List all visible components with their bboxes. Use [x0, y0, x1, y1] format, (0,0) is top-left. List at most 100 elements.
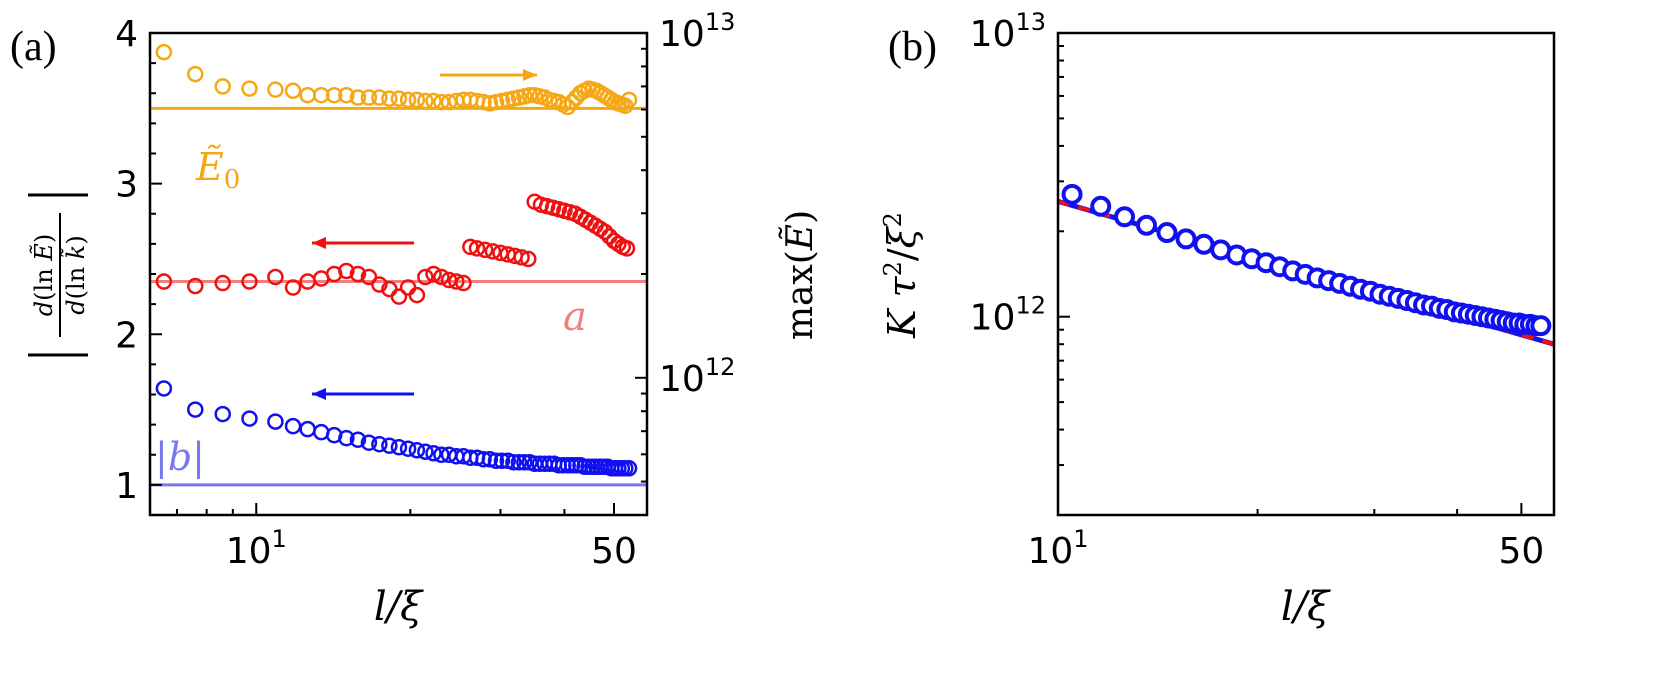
panel-a-right-ylabel: max(Ẽ) [779, 210, 821, 340]
series-2-point [493, 452, 511, 470]
series-0-point [284, 82, 302, 99]
series-2-point [425, 444, 442, 462]
x-tick-label: 50 [1498, 531, 1544, 572]
blue-arrow-head [312, 388, 326, 400]
series-1-point [155, 273, 173, 290]
left-tick-label: 2 [115, 315, 138, 356]
series-1-point [520, 250, 537, 268]
series-2-point [381, 437, 398, 454]
left-tick-label: 3 [115, 165, 138, 206]
series-1-point [360, 268, 378, 286]
series-point [1175, 228, 1197, 250]
panel-b-ylabel: K τ2/ξ2 [879, 212, 924, 339]
series-2-point [510, 454, 528, 471]
panel-a: 1 2 3 4 1012 1013 101 50 Ẽ0 a |b| d(ln Ẽ) d(ln … [28, 8, 821, 630]
series-1-point [618, 240, 636, 257]
series-0-point [214, 78, 231, 95]
series-point [1090, 195, 1112, 217]
b-line-label: |b| [155, 435, 205, 479]
y-tick-label: 1012 [970, 292, 1046, 339]
series-2-point [267, 413, 284, 430]
series-0-point [267, 81, 284, 98]
red-arrow-head [312, 237, 326, 249]
series-0-point [371, 89, 388, 106]
x-tick-label: 101 [226, 525, 287, 572]
series-1-point [187, 277, 204, 295]
series-1-point [596, 223, 614, 241]
series-0-point [299, 86, 316, 104]
series-2-point [475, 451, 492, 468]
series-2-point [299, 420, 316, 438]
series-0-point [408, 91, 426, 109]
svg-text:d(ln k̃): d(ln k̃) [59, 235, 90, 314]
series-1-point [425, 265, 442, 283]
series-point [1114, 206, 1136, 228]
series-0-point [381, 90, 398, 107]
series-0-point [559, 98, 576, 116]
x-tick-label: 101 [1027, 525, 1088, 572]
panel-a-label: (a) [10, 24, 57, 70]
series-0-point [417, 92, 434, 110]
panel-a-data-marks [155, 43, 638, 477]
panel-b-data-marks [1061, 183, 1552, 337]
a-line-label: a [563, 294, 587, 340]
series-2-point [505, 454, 522, 471]
series-1-point [338, 262, 355, 280]
series-1-point [455, 274, 472, 292]
series-2-point [390, 438, 408, 456]
series-1-point [448, 273, 465, 290]
series-0-point [360, 89, 378, 106]
series-0-point [475, 93, 492, 111]
series-0-point [187, 65, 204, 83]
series-1-point [433, 268, 450, 286]
series-0-point [241, 80, 258, 97]
series-2-point [417, 443, 434, 460]
series-1-point [371, 276, 388, 293]
series-1-point [417, 268, 434, 286]
series-2-point [155, 380, 173, 397]
series-0-point [349, 89, 367, 106]
series-0-point [390, 90, 408, 107]
left-tick-label: 1 [115, 466, 138, 507]
series-2-point [349, 431, 367, 448]
series-0-point [338, 86, 355, 104]
series-1-point [390, 288, 408, 305]
y-tick-label: 1013 [970, 8, 1046, 55]
panel-b-label: (b) [888, 24, 937, 70]
series-2-point [241, 410, 258, 427]
series-0-point [481, 95, 499, 112]
series-0-point [399, 91, 417, 109]
panel-a-arrows [312, 69, 537, 400]
left-tick-label: 4 [115, 14, 138, 55]
panel-a-left-ylabel: d(ln Ẽ) d(ln k̃) [28, 193, 90, 357]
series-2-point [408, 441, 426, 459]
panel-b-ticks: 1012 1013 101 50 [970, 8, 1545, 572]
series-1-point [462, 238, 479, 256]
series-0-point [563, 93, 581, 111]
series-1-point [513, 249, 530, 266]
orange-arrow-head [523, 69, 537, 81]
panel-a-ticks: 1 2 3 4 1012 1013 101 50 [115, 8, 735, 572]
series-0-point [521, 86, 538, 104]
series-1-point [468, 240, 486, 257]
series-2-point [338, 429, 355, 447]
series-2-point [399, 440, 417, 457]
series-point [1193, 233, 1215, 255]
right-tick-label: 1013 [659, 8, 735, 55]
svg-text:d(ln Ẽ): d(ln Ẽ) [29, 234, 58, 316]
series-2-point [516, 454, 533, 471]
series-1-point [241, 273, 258, 290]
series-1-point [476, 241, 494, 259]
panel-b: 1012 1013 101 50 K τ2/ξ2 l/ξ [879, 8, 1556, 630]
series-0-point [425, 92, 442, 110]
series-1-point [214, 274, 231, 292]
series-2-point [360, 434, 378, 451]
series-0-point [620, 91, 638, 109]
e0-line-label: Ẽ0 [195, 145, 240, 195]
series-1-point [284, 279, 302, 296]
series-point [1156, 222, 1178, 244]
right-tick-label: 1012 [659, 353, 735, 400]
panel-b-xlabel: l/ξ [1281, 584, 1331, 630]
series-1-point [408, 286, 426, 304]
series-0-point [487, 93, 505, 111]
